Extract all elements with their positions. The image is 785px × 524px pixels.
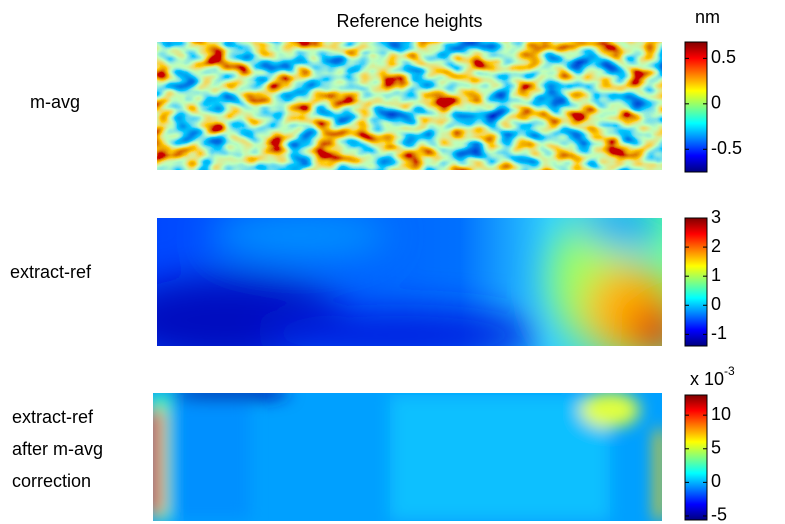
colorbar-label: nm bbox=[695, 7, 720, 27]
row-label: m-avg bbox=[30, 92, 80, 112]
row-label: correction bbox=[12, 471, 91, 491]
heatmap bbox=[157, 218, 662, 346]
colorbar bbox=[684, 41, 708, 173]
colorbar-tick-label: 10 bbox=[711, 404, 731, 424]
heatmap bbox=[157, 42, 662, 170]
row-label: extract-ref bbox=[10, 262, 92, 282]
colorbar-tick-label: 5 bbox=[711, 438, 721, 458]
colorbar-tick-label: 2 bbox=[711, 236, 721, 256]
colorbar-tick-label: 0 bbox=[711, 294, 721, 314]
chart-title: Reference heights bbox=[336, 11, 482, 31]
heatmap bbox=[153, 393, 662, 521]
colorbar-tick-label: -5 bbox=[711, 505, 727, 524]
colorbar-label-text: x 10 bbox=[690, 369, 724, 389]
row-label: extract-ref bbox=[12, 407, 94, 427]
colorbar-tick-label: 0.5 bbox=[711, 47, 736, 67]
colorbar-tick-label: 3 bbox=[711, 207, 721, 227]
colorbar-tick-label: -0.5 bbox=[711, 138, 742, 158]
colorbar-tick-label: 0 bbox=[711, 93, 721, 113]
colorbar-tick-label: 1 bbox=[711, 265, 721, 285]
colorbar-tick-label: -1 bbox=[711, 323, 727, 343]
colorbar-tick-label: 0 bbox=[711, 471, 721, 491]
colorbar bbox=[684, 394, 708, 521]
row-label: after m-avg bbox=[12, 439, 103, 459]
colorbar-label: x 10-3 bbox=[690, 364, 735, 389]
colorbar-label-text: nm bbox=[695, 7, 720, 27]
colorbar-label-exponent: -3 bbox=[724, 364, 735, 378]
colorbar bbox=[684, 217, 708, 347]
